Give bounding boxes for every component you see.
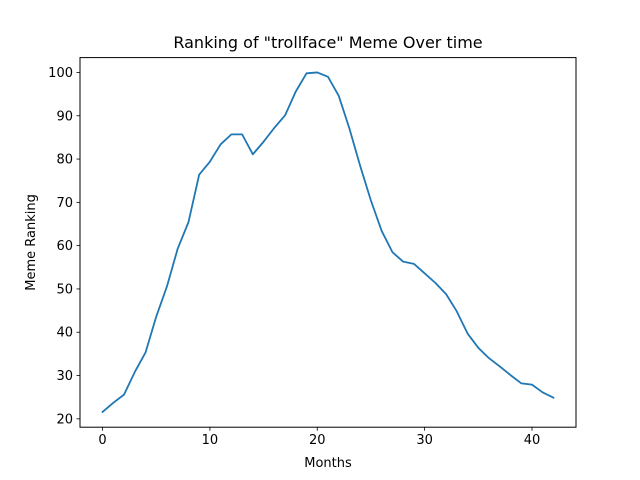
x-tick-label: 20: [309, 433, 326, 448]
x-tick-label: 30: [416, 433, 433, 448]
y-tick-label: 30: [56, 369, 73, 384]
y-tick-label: 20: [56, 412, 73, 427]
x-tick-label: 40: [524, 433, 541, 448]
y-tick-label: 50: [56, 282, 73, 297]
y-tick-label: 100: [48, 66, 73, 81]
series-line: [101, 71, 555, 414]
chart-title: Ranking of "trollface" Meme Over time: [173, 33, 482, 52]
plot-area-frame: [79, 57, 577, 428]
x-tick-label: 10: [202, 433, 219, 448]
y-tick-label: 60: [56, 239, 73, 254]
x-axis-ticks: 0 10 20 30 40: [98, 427, 540, 448]
y-tick-label: 90: [56, 109, 73, 124]
y-axis-title: Meme Ranking: [24, 194, 39, 291]
x-axis-title: Months: [304, 456, 352, 471]
x-tick-label: 0: [98, 433, 106, 448]
y-axis-ticks: 20 30 40 50 60 70 80 90 100: [48, 66, 80, 427]
series-layer: [101, 71, 555, 414]
y-tick-label: 80: [56, 153, 73, 168]
y-tick-label: 70: [56, 196, 73, 211]
y-tick-label: 40: [56, 326, 73, 341]
